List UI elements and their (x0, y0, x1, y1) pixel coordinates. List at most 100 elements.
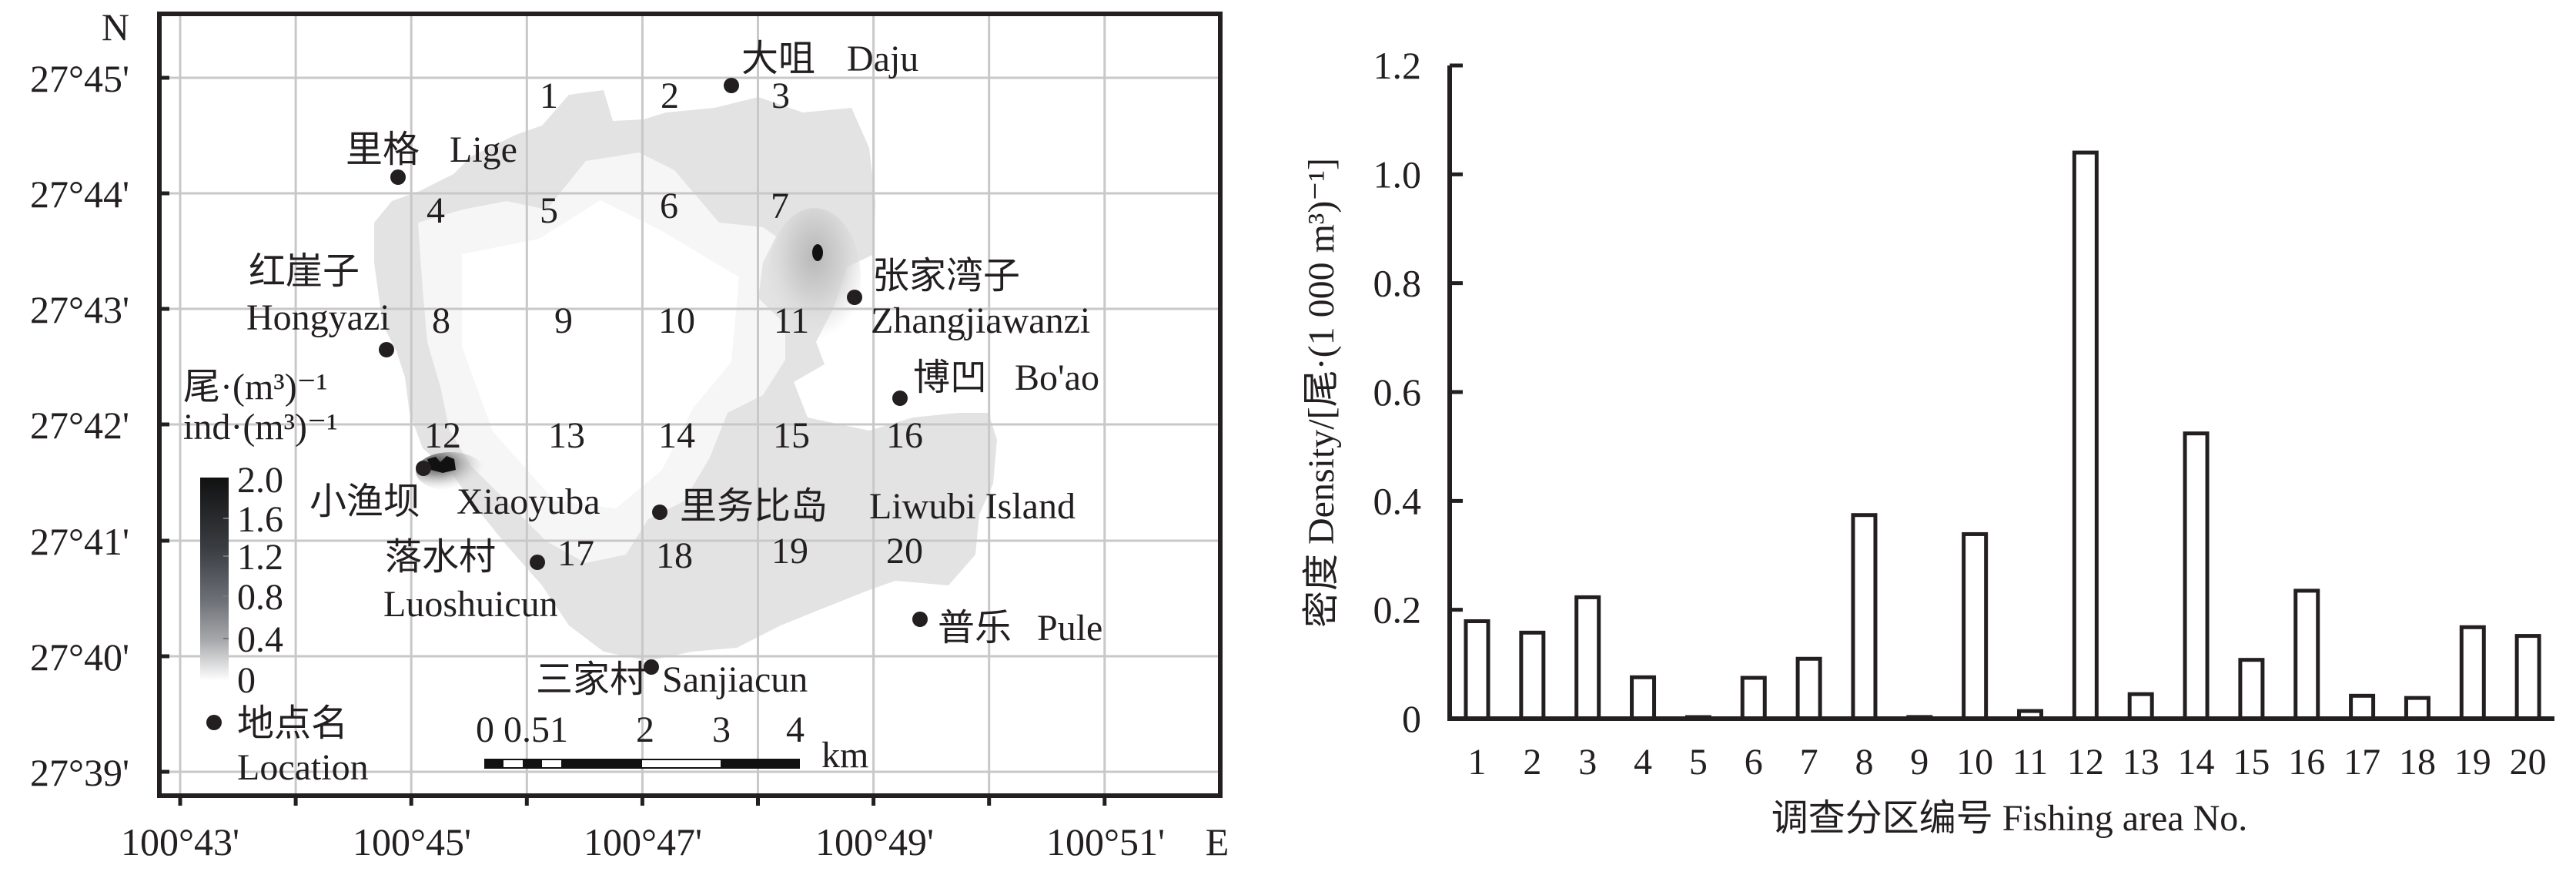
x-axis-title: 调查分区编号 Fishing area No. (1771, 798, 2248, 839)
x-tick-label: 14 (2178, 742, 2215, 783)
lake-inner-white (462, 200, 739, 508)
location-label-en: Lige (450, 129, 517, 170)
location-dot-icon (912, 612, 928, 627)
scale-bar-segment (642, 760, 721, 767)
location-daju: 大咀 Daju (724, 39, 918, 93)
map-frame (157, 12, 1223, 798)
x-tick-label: 1 (1468, 742, 1487, 783)
fishing-area-number: 8 (432, 300, 450, 341)
location-label-zh: 小渔坝 (309, 481, 420, 522)
location-zhangjiawanzi: 张家湾子 Zhangjiawanzi (847, 256, 1090, 341)
fishing-area-number: 17 (557, 533, 594, 574)
location-label-en: Xiaoyuba (457, 481, 601, 522)
bars (1464, 150, 2541, 721)
latitude-label: 27°43' (30, 288, 129, 331)
location-boao: 博凹 Bo'ao (892, 357, 1099, 406)
x-tick-label: 19 (2454, 742, 2491, 783)
scale-bar-segment (542, 760, 561, 767)
location-label-en: Zhangjiawanzi (871, 300, 1090, 341)
location-luoshuicun: 落水村 Luoshuicun (383, 537, 558, 625)
fishing-area-number: 18 (656, 535, 693, 576)
y-tick-label: 0.2 (1373, 588, 1422, 632)
x-tick-label: 7 (1800, 742, 1818, 783)
fishing-area-number: 20 (886, 531, 923, 572)
latitude-label: 27°40' (30, 635, 129, 679)
x-tick-label: 12 (2067, 742, 2104, 783)
x-tick-label: 17 (2343, 742, 2380, 783)
legend-location-dot-icon (206, 715, 222, 730)
scale-bar-label-4: 4 (786, 709, 805, 750)
latitude-label: 27°41' (30, 520, 129, 563)
y-tick-label: 0 (1402, 697, 1421, 740)
location-label-en: Bo'ao (1015, 357, 1099, 398)
latitude-label: 27°42' (30, 404, 129, 447)
colorbar-label: 0.8 (237, 577, 283, 618)
fishing-area-number: 4 (427, 190, 445, 231)
map-panel: N E 27°45' 27°44' 27°43' 27°42' 27°41' 27°40'… (30, 5, 1229, 863)
location-dot-icon (847, 290, 862, 305)
x-tick-label: 3 (1578, 742, 1597, 783)
y-tick-label: 0.4 (1373, 479, 1422, 522)
bar-area-13 (2127, 692, 2154, 721)
bar-area-2 (1519, 630, 1546, 721)
bar-area-8 (1851, 513, 1878, 721)
colorbar-label: 0 (237, 660, 256, 701)
longitude-labels: 100°43' 100°45' 100°47' 100°49' 100°51' (121, 820, 1165, 863)
scale-bar-labels-start: 0 0.51 (476, 709, 568, 750)
y-tick-label: 0.6 (1373, 370, 1422, 414)
east-label: E (1206, 820, 1229, 863)
location-label-zh: 普乐 (938, 608, 1012, 649)
legend-unit-en: ind·(m³)⁻¹ (183, 407, 338, 448)
x-tick-label: 15 (2233, 742, 2270, 783)
x-tick-label: 9 (1910, 742, 1929, 783)
fishing-area-number: 12 (424, 415, 461, 456)
fishing-area-number: 10 (658, 300, 695, 341)
x-tick-label: 2 (1523, 742, 1541, 783)
density-peak-area-11 (812, 244, 823, 261)
map-gridlines (159, 14, 1220, 796)
bar-area-1 (1464, 619, 1490, 721)
location-dot-icon (416, 461, 431, 476)
bar-area-12 (2072, 150, 2099, 721)
location-dot-icon (652, 505, 667, 520)
bar-area-6 (1740, 676, 1767, 721)
location-xiaoyuba: 小渔坝 Xiaoyuba (309, 461, 601, 522)
bar-area-10 (1962, 531, 1989, 721)
fishing-area-number: 11 (774, 300, 809, 341)
location-label-en: Daju (847, 39, 918, 79)
map-legend: 尾·(m³)⁻¹ ind·(m³)⁻¹ 2.01.61.20.80.40 地点名… (183, 367, 369, 788)
bar-area-20 (2514, 634, 2541, 721)
bar-area-3 (1574, 595, 1601, 721)
density-hotspot-area-11 (768, 208, 861, 347)
latitude-label: 27°44' (30, 173, 129, 216)
map-axis-ticks (159, 75, 1107, 806)
y-tick-label: 0.8 (1373, 262, 1422, 305)
longitude-label: 100°43' (121, 820, 239, 863)
location-dot-icon (724, 78, 739, 93)
location-dot-icon (379, 342, 394, 357)
bar-area-19 (2459, 625, 2486, 721)
bar-area-7 (1795, 656, 1822, 721)
latitude-label: 27°39' (30, 751, 129, 794)
scale-bar-unit: km (821, 735, 868, 776)
x-tick-label: 13 (2123, 742, 2159, 783)
longitude-label: 100°49' (815, 820, 934, 863)
location-dot-icon (390, 169, 406, 185)
location-dot-icon (644, 659, 659, 675)
location-label-en: Sanjiacun (662, 659, 808, 700)
longitude-label: 100°47' (584, 820, 702, 863)
location-dot-icon (530, 555, 545, 570)
y-axis-title: 密度 Density/[尾·(1 000 m³)⁻¹] (1301, 158, 1342, 628)
fishing-area-number: 14 (658, 415, 695, 456)
location-label-zh: 博凹 (913, 357, 987, 398)
x-tick-label: 11 (2012, 742, 2048, 783)
location-label-zh: 里格 (346, 129, 420, 170)
density-peak-area-12 (427, 456, 456, 473)
bar-area-17 (2349, 693, 2376, 721)
location-label-zh: 三家村 (536, 659, 647, 700)
location-label-zh: 大咀 (741, 39, 815, 79)
fishing-area-number: 1 (540, 75, 558, 116)
x-tick-label: 4 (1634, 742, 1652, 783)
location-label-en: Liwubi Island (869, 486, 1076, 527)
